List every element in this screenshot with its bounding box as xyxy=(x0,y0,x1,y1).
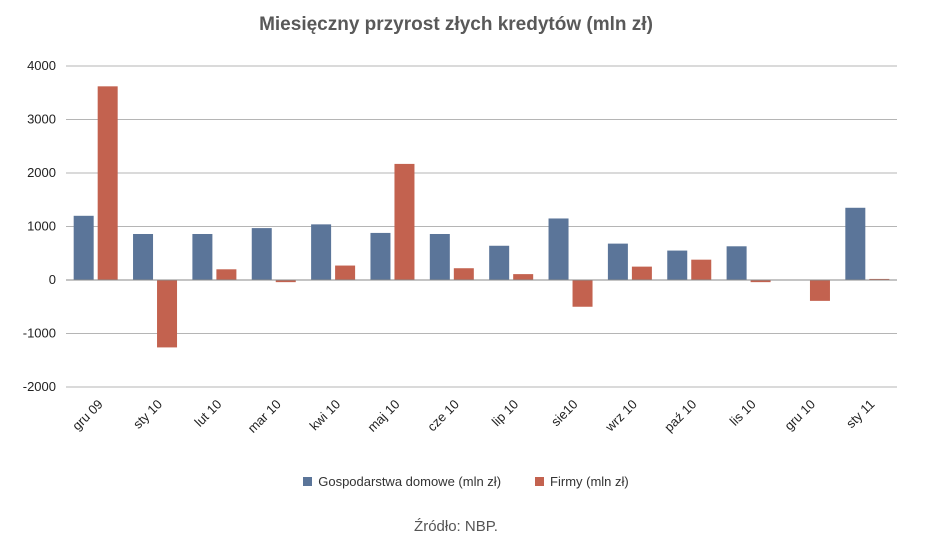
y-axis: -2000 -1000 0 1000 2000 3000 4000 xyxy=(23,58,56,394)
y-tick-label: 0 xyxy=(49,272,56,287)
x-tick-label: mar 10 xyxy=(245,397,284,436)
x-tick-label: cze 10 xyxy=(424,397,462,435)
bar-households-7 xyxy=(489,245,510,280)
bar-households-13 xyxy=(845,207,866,280)
bar-households-5 xyxy=(370,232,391,280)
bar-households-0 xyxy=(73,215,94,280)
legend: Gospodarstwa domowe (mln zł) Firmy (mln … xyxy=(0,474,932,489)
x-tick-label: gru 10 xyxy=(781,397,818,434)
bar-firms-10 xyxy=(691,259,712,280)
bars xyxy=(73,86,890,348)
x-tick-label: paź 10 xyxy=(661,397,699,435)
x-tick-label: lip 10 xyxy=(489,397,522,430)
bar-firms-0 xyxy=(97,86,118,280)
x-tick-label: sty 10 xyxy=(130,397,165,432)
bar-firms-3 xyxy=(275,280,296,283)
legend-item-firms: Firmy (mln zł) xyxy=(535,474,629,489)
y-tick-label: -1000 xyxy=(23,326,56,341)
legend-item-households: Gospodarstwa domowe (mln zł) xyxy=(303,474,501,489)
legend-label-households: Gospodarstwa domowe (mln zł) xyxy=(318,474,502,489)
bar-households-8 xyxy=(548,218,569,280)
y-tick-label: 2000 xyxy=(27,165,56,180)
bar-households-4 xyxy=(311,224,332,280)
legend-label-firms: Firmy (mln zł) xyxy=(550,474,629,489)
bar-households-10 xyxy=(667,250,688,280)
bar-firms-9 xyxy=(631,266,652,280)
bar-firms-2 xyxy=(216,269,237,280)
legend-swatch-firms xyxy=(535,477,545,486)
x-tick-label: lut 10 xyxy=(191,397,224,430)
chart-title: Miesięczny przyrost złych kredytów (mln … xyxy=(259,14,653,35)
y-tick-label: 1000 xyxy=(27,219,56,234)
y-tick-label: 4000 xyxy=(27,58,56,73)
x-tick-label: sie10 xyxy=(548,397,581,430)
x-axis: gru 09 sty 10 lut 10 mar 10 kwi 10 maj 10 cze … xyxy=(66,279,897,436)
bar-households-3 xyxy=(251,228,272,280)
bar-firms-13 xyxy=(869,278,890,280)
x-tick-label: maj 10 xyxy=(364,397,402,435)
bar-households-2 xyxy=(192,233,213,280)
bar-firms-12 xyxy=(809,280,830,301)
bar-chart: -2000 -1000 0 1000 2000 3000 4000 gru 09 sty 10… xyxy=(23,58,897,436)
x-tick-label: wrz 10 xyxy=(602,397,640,435)
bar-firms-6 xyxy=(453,268,474,280)
bar-firms-4 xyxy=(335,265,356,280)
x-tick-label: gru 09 xyxy=(69,397,106,434)
bar-firms-1 xyxy=(157,280,178,348)
gridlines xyxy=(66,65,897,388)
bar-firms-5 xyxy=(394,163,415,280)
y-tick-label: -2000 xyxy=(23,379,56,394)
x-tick-label: sty 11 xyxy=(843,397,877,431)
bar-households-1 xyxy=(133,233,154,280)
bar-firms-7 xyxy=(513,274,534,280)
bar-households-9 xyxy=(607,243,628,280)
bar-firms-8 xyxy=(572,280,593,307)
x-tick-label: lis 10 xyxy=(727,397,759,429)
bar-households-6 xyxy=(429,233,450,280)
x-tick-label: kwi 10 xyxy=(307,397,344,434)
legend-swatch-households xyxy=(303,477,313,486)
bar-households-11 xyxy=(726,246,747,280)
bar-firms-11 xyxy=(750,280,771,283)
source-note: Źródło: NBP. xyxy=(414,518,498,535)
y-tick-label: 3000 xyxy=(27,112,56,127)
